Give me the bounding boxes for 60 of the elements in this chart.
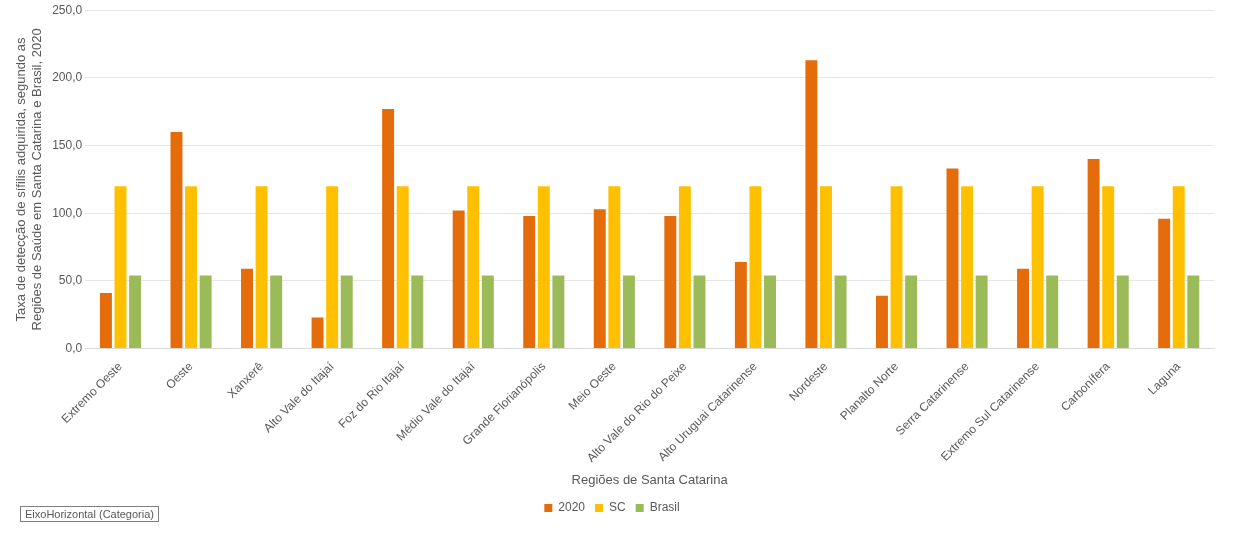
bar — [834, 275, 847, 349]
bar — [170, 132, 183, 349]
y-axis-title: Taxa de detecção de sífilis adquirida, segundo as Regiões de Saúde em Santa Catarina e Brasil, 2020 — [13, 28, 44, 331]
bar — [326, 186, 339, 349]
bar — [1158, 218, 1171, 349]
bar — [820, 186, 832, 349]
bar — [185, 186, 198, 349]
bar — [875, 295, 888, 349]
bar — [1187, 275, 1200, 349]
legend-label: SC — [609, 500, 627, 515]
bar — [890, 186, 903, 349]
bar — [805, 60, 818, 349]
bar — [467, 186, 480, 349]
bar — [311, 317, 324, 349]
bar — [1102, 186, 1115, 349]
x-axis-title: Regiões de Santa Catarina — [571, 471, 729, 487]
bar — [129, 275, 142, 349]
bar — [764, 275, 776, 349]
bar — [946, 168, 959, 349]
y-tick-label: 150,0 — [52, 137, 83, 152]
bar — [255, 186, 268, 349]
bar — [241, 268, 253, 349]
bar — [382, 109, 395, 349]
legend-label: 2020 — [558, 500, 586, 515]
bar — [749, 186, 762, 349]
bar — [1172, 186, 1185, 349]
bar — [905, 275, 918, 349]
bar — [1031, 186, 1044, 349]
bar — [481, 275, 494, 349]
bar — [340, 275, 353, 349]
bar — [270, 275, 283, 349]
bar — [552, 275, 565, 349]
bar — [99, 293, 112, 349]
bar — [396, 186, 409, 349]
bar — [523, 215, 536, 349]
bar — [961, 186, 974, 349]
bar — [199, 275, 212, 349]
bar — [593, 209, 606, 349]
bar — [608, 186, 621, 349]
bar — [678, 186, 691, 349]
bar — [537, 186, 550, 349]
bar — [114, 186, 127, 349]
y-tick-label: 50,0 — [58, 273, 83, 288]
bar — [1116, 275, 1129, 349]
bar — [622, 275, 635, 349]
y-tick-label: 100,0 — [52, 205, 83, 220]
bar — [1087, 159, 1100, 349]
y-tick-label: 250,0 — [52, 2, 83, 17]
legend-label: Brasil — [649, 500, 680, 515]
bar — [1017, 268, 1030, 349]
y-tick-label: 200,0 — [52, 70, 83, 85]
bar — [734, 261, 747, 349]
text: EixoHorizontal (Categoria) — [20, 506, 159, 522]
bar — [452, 210, 465, 349]
bar — [664, 215, 677, 349]
bar — [693, 275, 706, 349]
bar — [975, 275, 988, 349]
y-tick-label: 0,0 — [65, 340, 83, 355]
bar — [1046, 275, 1059, 349]
bar — [411, 275, 424, 349]
